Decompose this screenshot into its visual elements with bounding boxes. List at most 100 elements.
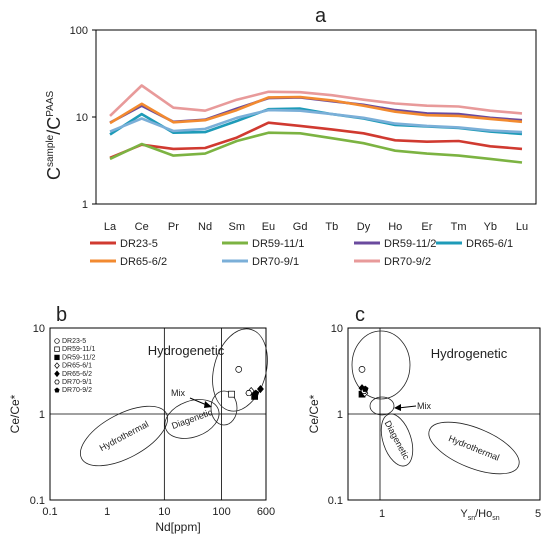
y-tick-label: 1 — [39, 409, 45, 421]
legend-label: DR59-11/1 — [62, 346, 95, 353]
panel-a-legend: DR23-5 DR59-11/1 DR59-11/2 DR65-6/1 DR65-6/2… — [90, 238, 513, 268]
x-tick-label: 1 — [379, 508, 385, 520]
data-point — [54, 346, 60, 352]
mix-label: Mix — [171, 388, 185, 398]
legend-label: DR70-9/2 — [384, 256, 431, 268]
legend-item: DR65-6/2 — [54, 370, 92, 378]
series-line — [109, 95, 523, 125]
panel-b-y-label: Ce/Ce* — [8, 394, 22, 433]
legend-label: DR65-6/2 — [120, 256, 167, 268]
legend-label: DR23-5 — [62, 338, 86, 345]
series-line — [109, 131, 523, 164]
diagenetic-region — [164, 399, 220, 439]
panel-a: a 1 10 100 La Ce Pr Nd Sm Eu Gd Tb Dy Ho Er Tm Yb Lu Cs… — [44, 5, 537, 268]
legend-label: DR65-6/1 — [466, 238, 513, 250]
x-tick-label: Sm — [229, 221, 246, 233]
legend-label: DR23-5 — [120, 238, 158, 250]
panel-a-y-ticks: 1 10 100 — [70, 25, 96, 211]
panel-b-ticks: 0.1 1 10 100 600 0.1 1 10 — [30, 323, 275, 518]
legend-label: DR70-9/1 — [62, 379, 92, 386]
mix-arrowhead — [394, 404, 401, 411]
data-point — [252, 389, 260, 396]
x-tick-label: Dy — [357, 221, 371, 233]
y-label-c: C — [44, 167, 64, 180]
panel-a-letter: a — [315, 5, 327, 27]
data-point — [358, 366, 366, 373]
data-point — [54, 370, 60, 378]
legend-item: DR23-5 — [90, 238, 158, 250]
legend-item: DR70-9/1 — [54, 379, 92, 386]
x-tick-label: Nd — [198, 221, 212, 233]
x-label-sub2: sn — [492, 515, 500, 522]
y-tick-label: 0.1 — [30, 495, 45, 507]
mix-arrowhead — [204, 401, 212, 408]
hydrogenetic-region — [212, 328, 268, 412]
panel-c-x-label: Ysn/Hosn — [460, 508, 499, 522]
panel-a-y-label: Csample/CPAAS — [44, 90, 64, 180]
hydrothermal-region — [428, 421, 520, 475]
legend-label: DR59-11/2 — [62, 354, 95, 361]
x-tick-label: Gd — [293, 221, 308, 233]
x-label-sub1: sn — [468, 515, 476, 522]
data-point — [54, 387, 60, 393]
panel-c-points — [358, 366, 369, 398]
mix-region — [369, 396, 395, 416]
series-line — [109, 108, 523, 134]
data-point — [54, 362, 60, 369]
legend-item: DR65-6/1 — [54, 362, 92, 370]
panel-c-regions: Hydrogenetic Mix Diagenetic Hydrothermal — [351, 330, 520, 475]
panel-c-ticks: 1 5 0.1 1 10 — [328, 323, 541, 520]
mix-region — [210, 390, 238, 426]
panel-b-letter: b — [56, 304, 67, 326]
panel-b-x-label: Nd[ppm] — [155, 520, 200, 534]
legend-item: DR59-11/2 — [354, 238, 436, 250]
x-tick-label: 10 — [158, 506, 170, 518]
y-label-sep: /C — [44, 117, 64, 135]
x-tick-label: 600 — [257, 506, 275, 518]
legend-label: DR65-6/2 — [62, 371, 92, 378]
data-point — [361, 385, 369, 392]
data-point — [235, 366, 243, 373]
y-tick-label: 0.1 — [328, 495, 343, 507]
x-tick-label: Yb — [484, 221, 497, 233]
series-line — [109, 84, 523, 117]
x-tick-label: Ho — [388, 221, 402, 233]
diagenetic-label: Diagenetic — [383, 419, 412, 462]
y-tick-label: 10 — [33, 323, 45, 335]
x-tick-label: Lu — [516, 221, 528, 233]
panel-c-gridlines — [348, 328, 540, 500]
x-tick-label: 5 — [535, 508, 541, 520]
x-tick-label: Ce — [135, 221, 149, 233]
y-label-sup1: sample — [45, 134, 56, 167]
legend-item: DR65-6/2 — [90, 256, 167, 268]
y-tick-label: 100 — [70, 25, 88, 37]
legend-item: DR70-9/2 — [354, 256, 431, 268]
x-tick-label: Tm — [451, 221, 467, 233]
x-tick-label: 0.1 — [42, 506, 57, 518]
legend-item: DR59-11/2 — [54, 354, 95, 361]
data-point — [54, 338, 60, 344]
series-line — [109, 121, 523, 160]
panel-a-x-ticks: La Ce Pr Nd Sm Eu Gd Tb Dy Ho Er Tm Yb Lu — [104, 221, 528, 233]
legend-item: DR59-11/1 — [222, 238, 304, 250]
panel-c-y-label: Ce/Ce* — [307, 394, 321, 433]
panel-b-gridlines — [50, 328, 266, 500]
y-tick-label: 1 — [82, 199, 88, 211]
legend-label: DR70-9/2 — [62, 387, 92, 394]
x-tick-label: 100 — [212, 506, 230, 518]
diagenetic-label: Diagenetic — [170, 407, 214, 431]
data-point — [54, 354, 60, 361]
x-tick-label: Eu — [262, 221, 275, 233]
hydrogenetic-label: Hydrogenetic — [431, 346, 508, 361]
y-tick-label: 1 — [337, 409, 343, 421]
x-label-y: Y — [460, 508, 468, 520]
diagenetic-region — [380, 413, 414, 467]
panel-b: b 0.1 1 10 100 600 0.1 1 10 Hydrothermal Diagene… — [8, 304, 275, 534]
y-tick-label: 10 — [76, 112, 88, 124]
legend-label: DR65-6/1 — [62, 363, 92, 370]
panel-b-regions: Hydrothermal Diagenetic Mix Hydrogenetic — [79, 328, 268, 467]
y-tick-label: 10 — [331, 323, 343, 335]
